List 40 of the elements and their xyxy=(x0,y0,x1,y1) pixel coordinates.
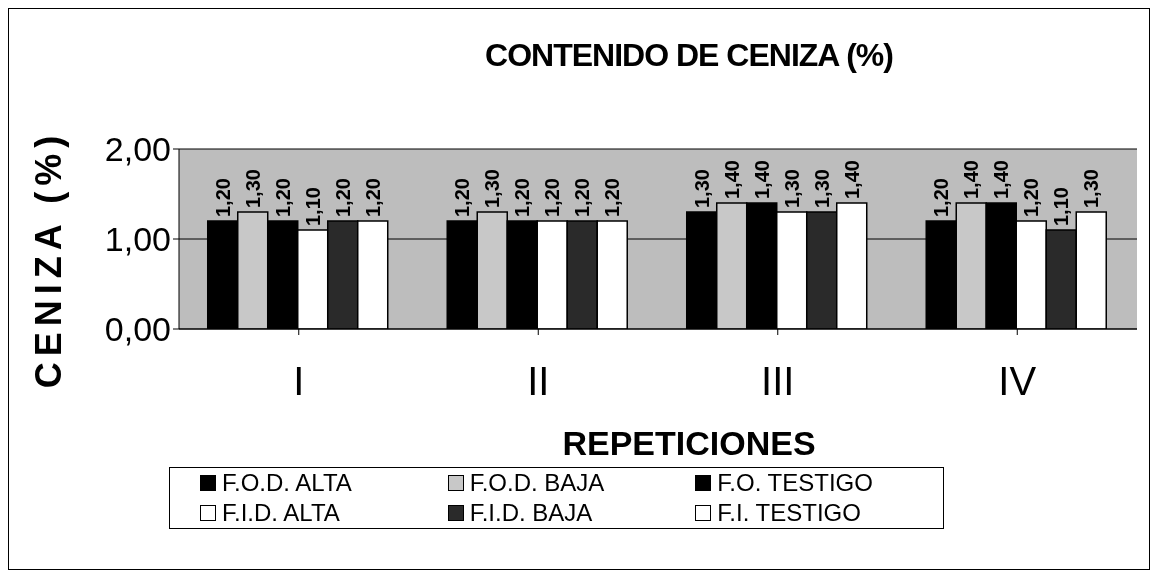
legend-label: F.I. TESTIGO xyxy=(717,499,861,527)
legend-label: F.I.D. ALTA xyxy=(222,499,340,527)
data-label: 1,40 xyxy=(990,160,1013,199)
x-tick-label: I xyxy=(293,359,305,404)
data-label: 1,30 xyxy=(481,169,504,208)
y-tick-label: 0,00 xyxy=(104,310,171,349)
data-label: 1,40 xyxy=(750,160,773,199)
y-tick-label: 1,00 xyxy=(104,220,171,259)
x-tick-label: II xyxy=(527,359,550,404)
data-label: 1,20 xyxy=(211,178,234,217)
x-tick-label: IV xyxy=(998,359,1037,404)
data-label: 1,20 xyxy=(571,178,594,217)
y-axis-title: CENIZA (%) xyxy=(28,129,70,389)
legend-label: F.O.D. BAJA xyxy=(469,469,605,497)
data-label: 1,10 xyxy=(301,187,324,226)
x-tick-label: III xyxy=(761,359,795,404)
data-label: 1,20 xyxy=(271,178,294,217)
data-label: 1,20 xyxy=(451,178,474,217)
data-label: 1,20 xyxy=(930,178,953,217)
data-label: 1,30 xyxy=(780,169,803,208)
data-label: 1,30 xyxy=(810,169,833,208)
data-label: 1,30 xyxy=(241,169,264,208)
data-label: 1,20 xyxy=(1020,178,1043,217)
legend-label: F.O.D. ALTA xyxy=(222,469,352,497)
data-label: 1,10 xyxy=(1050,187,1073,226)
data-label: 1,40 xyxy=(840,160,863,199)
data-label: 1,30 xyxy=(690,169,713,208)
chart-title: CONTENIDO DE CENIZA (%) xyxy=(484,37,894,74)
data-label: 1,30 xyxy=(1080,169,1103,208)
x-axis-title: REPETICIONES xyxy=(561,424,817,463)
data-label: 1,20 xyxy=(541,178,564,217)
data-label: 1,20 xyxy=(511,178,534,217)
data-label: 1,40 xyxy=(720,160,743,199)
legend-label: F.O. TESTIGO xyxy=(717,469,873,497)
data-label: 1,20 xyxy=(331,178,354,217)
legend-label: F.I.D. BAJA xyxy=(469,499,593,527)
y-tick-label: 2,00 xyxy=(104,130,171,169)
data-label: 1,20 xyxy=(361,178,384,217)
data-label: 1,20 xyxy=(601,178,624,217)
data-label: 1,40 xyxy=(960,160,983,199)
